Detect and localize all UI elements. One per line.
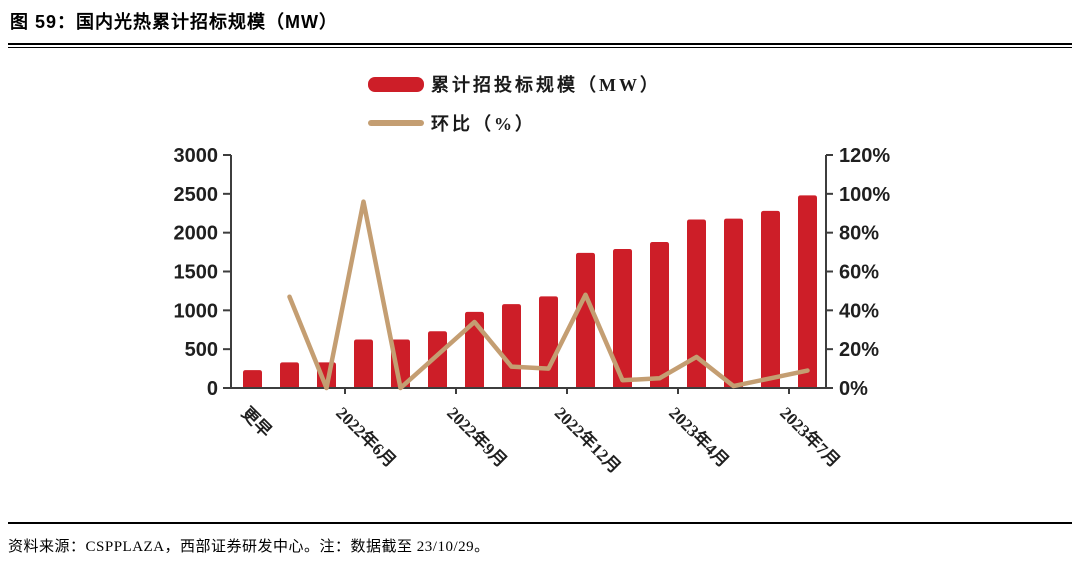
right-axis-tick-label: 100% — [839, 184, 890, 206]
axes — [223, 154, 833, 394]
legend-label-line: 环比（%） — [431, 114, 536, 134]
chart-legend: 累计招投标规模（MW） 环比（%） — [368, 70, 661, 137]
right-axis-labels: 0% 20% 40% 60% 80% 100% 120% — [839, 145, 890, 400]
x-axis-tick-label: 2023年7月 — [776, 403, 844, 471]
left-axis-tick-label: 1000 — [174, 300, 219, 322]
source-note: 资料来源：CSPPLAZA，西部证券研发中心。注：数据截至 23/10/29。 — [8, 539, 490, 555]
left-axis-tick-label: 2500 — [174, 184, 219, 206]
x-axis-tick-label: 2022年6月 — [332, 403, 400, 471]
bar — [391, 339, 410, 388]
x-axis-tick-label: 2022年9月 — [443, 403, 511, 471]
bar — [613, 248, 632, 388]
x-axis-tick-label: 更早 — [238, 403, 275, 440]
right-axis-tick-label: 120% — [839, 145, 890, 167]
bar — [687, 219, 706, 388]
right-axis-tick-label: 60% — [839, 262, 879, 284]
legend-label-bars: 累计招投标规模（MW） — [431, 75, 661, 95]
bars-series — [243, 195, 817, 388]
bar — [428, 331, 447, 388]
bar — [539, 296, 558, 388]
bar-swatch-icon — [368, 76, 424, 92]
bar — [502, 304, 521, 388]
right-axis-tick-label: 40% — [839, 300, 879, 322]
left-axis-tick-label: 3000 — [174, 145, 219, 167]
bar — [354, 339, 373, 388]
right-axis-tick-label: 20% — [839, 339, 879, 361]
bar — [650, 241, 669, 388]
bar — [243, 370, 262, 388]
bar — [280, 362, 299, 388]
figure-title: 图 59：国内光热累计招标规模（MW） — [10, 12, 339, 32]
left-axis-tick-label: 1500 — [174, 262, 219, 284]
left-axis-tick-label: 0 — [207, 378, 218, 400]
right-axis-tick-label: 80% — [839, 223, 879, 245]
left-axis-tick-label: 2000 — [174, 223, 219, 245]
footer-divider — [8, 522, 1072, 524]
right-axis-tick-label: 0% — [839, 378, 868, 400]
x-axis-tick-label: 2022年12月 — [551, 403, 625, 477]
title-divider — [8, 43, 1072, 48]
legend-item-line: 环比（%） — [368, 109, 661, 137]
left-axis-labels: 0 500 1000 1500 2000 2500 3000 — [174, 145, 219, 400]
bar — [576, 252, 595, 388]
mom-line-series — [287, 199, 810, 391]
legend-item-bars: 累计招投标规模（MW） — [368, 70, 661, 98]
bar — [724, 218, 743, 388]
x-axis-labels: 更早 2022年6月 2022年9月 2022年12月 2023年4月 2023年7月 — [238, 403, 845, 477]
bar — [761, 210, 780, 388]
left-axis-tick-label: 500 — [185, 339, 218, 361]
line-swatch-icon — [368, 120, 424, 126]
bar — [798, 195, 817, 388]
x-axis-tick-label: 2023年4月 — [665, 403, 733, 471]
